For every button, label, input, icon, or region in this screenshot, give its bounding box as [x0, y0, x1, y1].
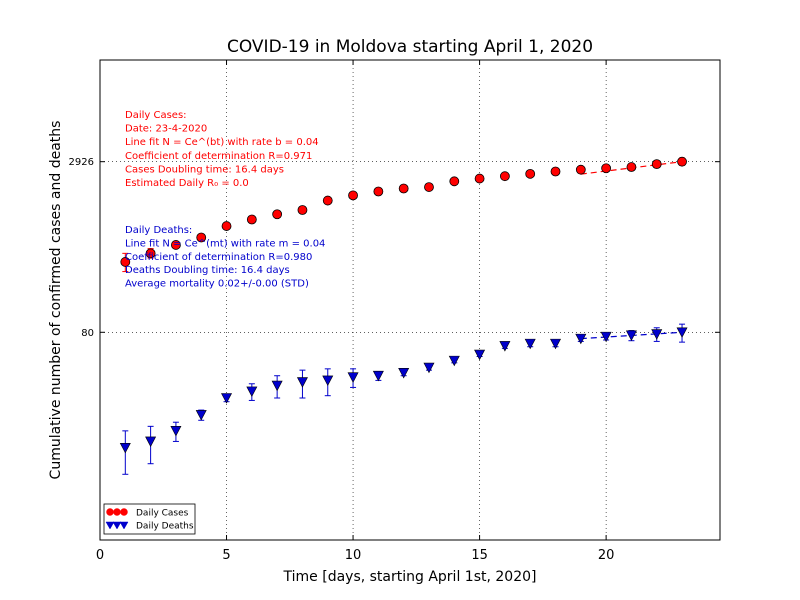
legend: Daily Cases Daily Deaths: [103, 503, 196, 535]
data-point-deaths: [271, 380, 283, 392]
data-point-deaths: [524, 338, 536, 350]
data-point-cases: [221, 221, 232, 231]
legend-marker-deaths: [105, 521, 115, 530]
data-point-cases: [322, 195, 333, 206]
data-point-deaths: [195, 410, 207, 421]
annotation-line: Estimated Daily R₀ = 0.0: [125, 178, 249, 189]
legend-marker-cases: [106, 508, 114, 516]
y-tick-label: 80: [81, 328, 94, 339]
annotation-line: Deaths Doubling time: 16.4 days: [125, 265, 290, 276]
x-tick-label: 15: [471, 548, 488, 563]
annotation-line: Line fit N = Ce^(bt) with rate b = 0.04: [125, 137, 319, 148]
grid: [100, 60, 720, 540]
legend-marker-cases: [120, 508, 128, 516]
data-point-cases: [601, 163, 612, 174]
chart-title: COVID-19 in Moldova starting April 1, 20…: [227, 37, 593, 57]
data-point-cases: [651, 159, 662, 170]
data-point-cases: [424, 182, 434, 192]
data-point-cases: [171, 240, 181, 250]
data-point-deaths: [322, 375, 334, 387]
data-point-deaths: [423, 362, 435, 374]
y-axis-label: Cumulative number of confirmed cases and…: [48, 121, 64, 480]
x-tick-label: 5: [222, 548, 230, 563]
legend-marker-deaths: [119, 521, 129, 530]
annotation-line: Daily Deaths:: [125, 225, 192, 236]
data-point-deaths: [448, 355, 460, 367]
data-point-cases: [575, 164, 586, 175]
annotation-line: Average mortality 0.02+/-0.00 (STD): [125, 279, 309, 290]
annotation-cases: Daily Cases: Date: 23-4-2020 Line fit N = …: [125, 110, 319, 189]
data-point-cases: [474, 173, 485, 184]
data-point-deaths: [221, 393, 233, 404]
x-axis-label: Time [days, starting April 1st, 2020]: [283, 569, 537, 585]
data-point-cases: [373, 186, 384, 197]
data-point-deaths: [246, 386, 258, 398]
data-point-cases: [499, 171, 510, 182]
data-point-cases: [677, 156, 687, 167]
ticks: 0 5 10 15 20 2926 80: [69, 60, 720, 563]
annotation-deaths: Daily Deaths: Line fit N = Ce^(mt) with r…: [125, 225, 325, 290]
x-tick-label: 0: [96, 548, 104, 563]
data-point-deaths: [170, 426, 182, 437]
data-point-cases: [272, 209, 283, 220]
data-point-deaths: [575, 333, 587, 345]
annotation-line: Cases Doubling time: 16.4 days: [125, 164, 284, 175]
fit-lines: [580, 161, 683, 340]
annotation-line: Daily Cases:: [125, 110, 187, 121]
data-point-cases: [196, 232, 207, 243]
data-point-cases: [550, 166, 561, 177]
data-point-deaths: [474, 349, 486, 361]
data-layer: [119, 156, 688, 475]
x-tick-label: 10: [345, 548, 362, 563]
plot-frame: [99, 59, 721, 541]
data-point-deaths: [651, 329, 663, 340]
data-point-cases: [626, 162, 637, 172]
data-point-cases: [297, 205, 308, 215]
legend-label: Daily Cases: [136, 509, 189, 519]
data-point-deaths: [499, 341, 511, 352]
data-point-cases: [449, 176, 460, 187]
legend-marker-cases: [113, 508, 121, 516]
x-tick-label: 20: [598, 548, 615, 563]
data-point-cases: [348, 190, 358, 201]
data-point-deaths: [372, 370, 384, 382]
data-point-deaths: [296, 377, 308, 388]
data-point-deaths: [600, 331, 612, 343]
data-point-deaths: [145, 436, 157, 448]
data-point-deaths: [398, 368, 410, 379]
data-point-cases: [398, 183, 409, 194]
data-point-cases: [120, 257, 131, 267]
data-point-deaths: [625, 330, 637, 341]
data-point-deaths: [550, 338, 562, 350]
annotation-line: Date: 23-4-2020: [125, 124, 207, 135]
data-point-deaths: [119, 442, 131, 454]
legend-marker-deaths: [112, 521, 122, 530]
data-point-deaths: [676, 327, 688, 338]
data-point-cases: [525, 168, 536, 179]
data-point-cases: [145, 248, 156, 259]
legend-label: Daily Deaths: [136, 522, 194, 532]
annotation-line: Coefficient of determination R=0.980: [125, 252, 312, 263]
annotation-line: Line fit N = Ce^(mt) with rate m = 0.04: [125, 238, 325, 249]
data-point-deaths: [347, 372, 359, 383]
annotation-line: Coefficient of determination R=0.971: [125, 151, 312, 162]
y-tick-label: 2926: [69, 157, 94, 168]
data-point-cases: [246, 214, 257, 225]
